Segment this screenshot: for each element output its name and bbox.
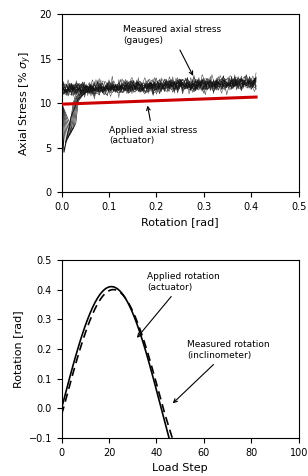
Y-axis label: Axial Stress [% $\sigma_y$]: Axial Stress [% $\sigma_y$] bbox=[18, 51, 34, 156]
Text: Measured rotation
(inclinometer): Measured rotation (inclinometer) bbox=[174, 340, 270, 403]
X-axis label: Rotation [rad]: Rotation [rad] bbox=[141, 218, 219, 228]
Text: Applied axial stress
(actuator): Applied axial stress (actuator) bbox=[109, 107, 197, 145]
X-axis label: Load Step: Load Step bbox=[152, 463, 208, 473]
Text: Applied rotation
(actuator): Applied rotation (actuator) bbox=[138, 272, 220, 337]
Text: Measured axial stress
(gauges): Measured axial stress (gauges) bbox=[123, 25, 221, 75]
Y-axis label: Rotation [rad]: Rotation [rad] bbox=[13, 310, 23, 388]
